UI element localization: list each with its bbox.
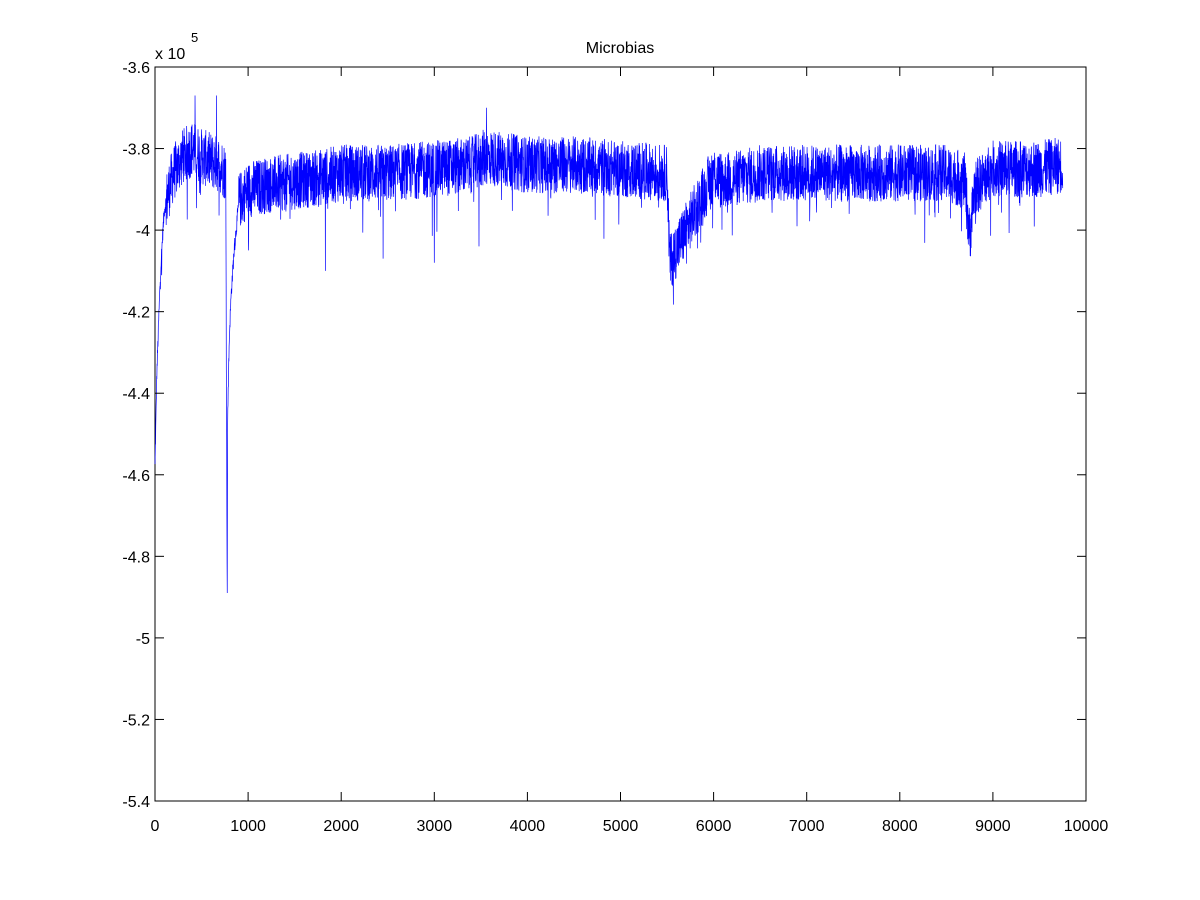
series-line (154, 95, 1064, 594)
y-tick-label: -3.6 (122, 60, 150, 77)
y-tick-label: -5.2 (122, 712, 150, 729)
y-tick-label: -3.8 (122, 142, 150, 159)
chart-title: Microbias (586, 40, 654, 57)
x-tick-label: 4000 (510, 818, 546, 835)
x-tick-label: 10000 (1064, 818, 1109, 835)
y-axis: -5.4 -5.2 -5 -4.8 -4.6 -4.4 -4.2 -4 -3.8 -3.6 (122, 60, 1086, 811)
x-tick-label: 1000 (230, 818, 266, 835)
x-tick-label: 8000 (882, 818, 918, 835)
x-tick-label: 0 (151, 818, 160, 835)
x-tick-label: 5000 (603, 818, 639, 835)
x-tick-label: 9000 (975, 818, 1011, 835)
x-tick-label: 7000 (789, 818, 825, 835)
y-tick-label: -4.8 (122, 549, 150, 566)
y-tick-label: -4.4 (122, 386, 150, 403)
y-multiplier-base: x 10 (155, 46, 185, 63)
x-tick-label: 3000 (417, 818, 453, 835)
y-multiplier-exponent: 5 (191, 30, 198, 45)
y-tick-label: -5.4 (122, 794, 150, 811)
y-tick-label: -4 (136, 223, 150, 240)
y-tick-label: -4.6 (122, 468, 150, 485)
y-tick-label: -4.2 (122, 305, 150, 322)
x-axis: 0 1000 2000 3000 4000 5000 6000 7000 8000 9000 100… (151, 67, 1109, 835)
y-tick-label: -5 (136, 631, 150, 648)
x-tick-label: 2000 (323, 818, 359, 835)
x-tick-label: 6000 (696, 818, 732, 835)
